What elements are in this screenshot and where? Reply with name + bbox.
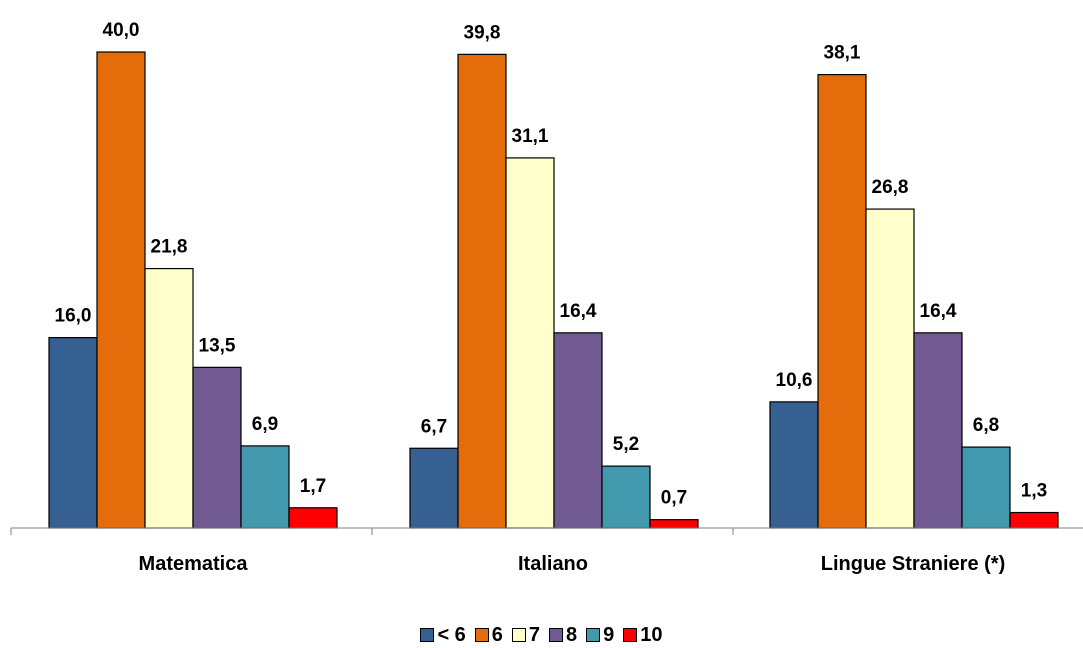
legend-label: 9 bbox=[603, 624, 615, 646]
data-label: 1,3 bbox=[1021, 481, 1047, 502]
bar bbox=[865, 208, 915, 529]
bar bbox=[1009, 511, 1059, 529]
bar bbox=[505, 157, 555, 529]
bar bbox=[817, 74, 867, 529]
bar bbox=[601, 465, 651, 529]
data-label: 38,1 bbox=[824, 43, 861, 64]
legend-label: < 6 bbox=[437, 624, 466, 646]
bar bbox=[48, 337, 98, 529]
data-label: 21,8 bbox=[151, 237, 188, 258]
data-label: 31,1 bbox=[512, 126, 549, 147]
data-label: 40,0 bbox=[103, 20, 140, 41]
category-label: Lingue Straniere (*) bbox=[821, 553, 1005, 575]
legend-swatch bbox=[586, 628, 601, 642]
bar bbox=[553, 332, 603, 529]
data-label: 6,9 bbox=[252, 414, 278, 435]
legend-swatch bbox=[511, 628, 526, 642]
legend-label: 8 bbox=[566, 624, 578, 646]
legend-label: 6 bbox=[491, 624, 503, 646]
bar bbox=[96, 51, 146, 529]
data-label: 6,7 bbox=[421, 416, 447, 437]
data-label: 13,5 bbox=[199, 335, 236, 356]
data-label: 6,8 bbox=[973, 415, 999, 436]
x-axis bbox=[10, 527, 1083, 535]
legend-item: 10 bbox=[623, 624, 663, 646]
category-label: Matematica bbox=[139, 553, 249, 575]
data-label: 0,7 bbox=[661, 488, 687, 509]
category-labels-layer: Matematica Italiano Lingue Straniere (*) bbox=[139, 553, 1006, 575]
legend-swatch bbox=[549, 628, 564, 642]
category-label: Italiano bbox=[518, 553, 588, 575]
bar bbox=[913, 332, 963, 529]
legend-swatch bbox=[623, 628, 638, 642]
data-label: 1,7 bbox=[300, 476, 326, 497]
data-label: 16,4 bbox=[920, 301, 957, 322]
legend-label: 7 bbox=[528, 624, 541, 646]
data-label: 5,2 bbox=[613, 434, 639, 455]
legend-item: < 6 bbox=[420, 624, 466, 646]
bar bbox=[144, 267, 194, 529]
data-label: 39,8 bbox=[464, 22, 501, 43]
legend-swatch bbox=[474, 628, 489, 642]
legend-item: 8 bbox=[549, 625, 577, 645]
legend-swatch bbox=[420, 628, 435, 642]
bar bbox=[192, 366, 242, 529]
data-label: 10,6 bbox=[776, 370, 813, 391]
value-labels-layer: 16,0 40,0 21,8 13,5 6,9 1,7 6,7 39,8 31,1 16,4 5,2… bbox=[55, 20, 1048, 509]
bar bbox=[288, 507, 338, 529]
legend-item: 7 bbox=[511, 624, 541, 646]
data-label: 16,4 bbox=[560, 301, 597, 322]
bar bbox=[457, 53, 507, 529]
data-label: 26,8 bbox=[872, 177, 909, 198]
data-label: 16,0 bbox=[55, 306, 92, 327]
legend-label: 10 bbox=[640, 624, 663, 646]
bar bbox=[649, 519, 699, 529]
legend-item: 6 bbox=[474, 624, 503, 646]
bars-layer bbox=[48, 51, 1059, 529]
bar bbox=[240, 445, 290, 529]
bar bbox=[961, 446, 1011, 529]
legend: < 6 6 7 8 9 10 bbox=[0, 625, 1083, 645]
legend-item: 9 bbox=[586, 625, 614, 645]
bar bbox=[769, 401, 819, 529]
bar bbox=[409, 447, 459, 529]
